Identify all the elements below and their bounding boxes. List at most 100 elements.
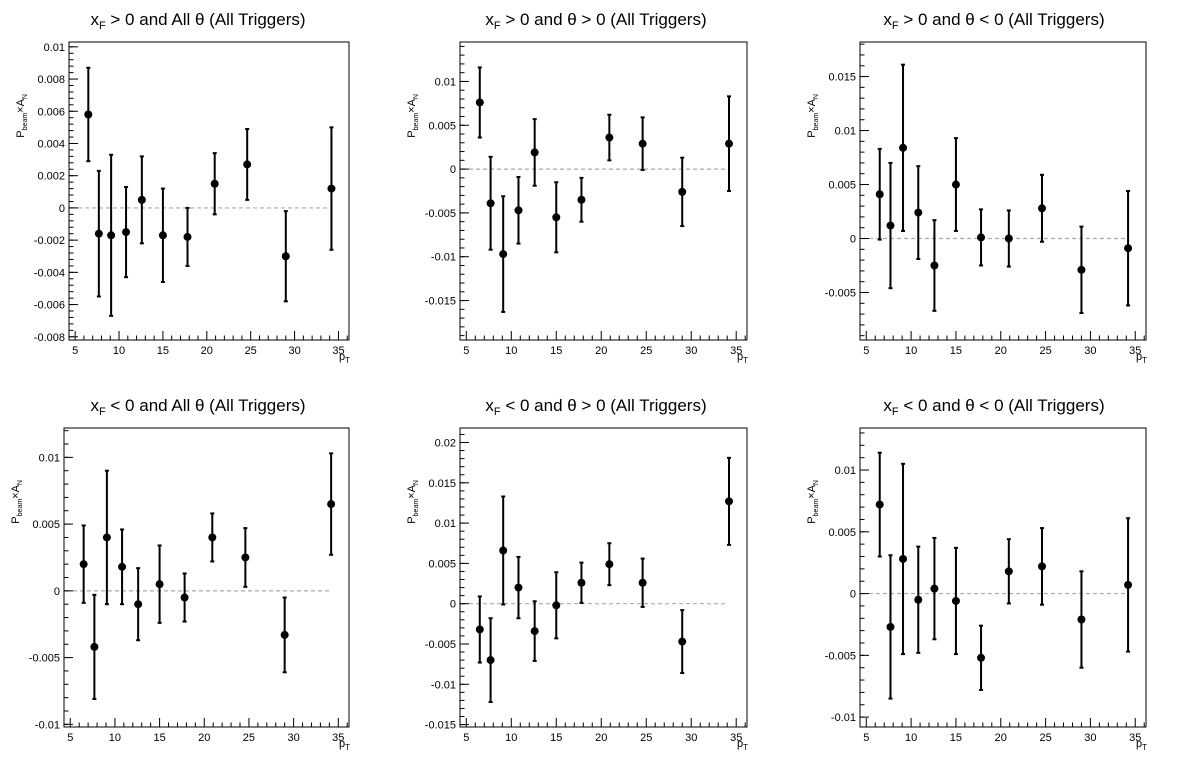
x-tick-label: 15 (153, 732, 165, 744)
data-point-10 (280, 596, 289, 674)
data-point-8 (1004, 538, 1013, 605)
data-point-3 (499, 195, 508, 313)
y-axis-label: Pbeam×AN (806, 480, 820, 524)
data-marker (605, 133, 614, 142)
data-marker (243, 160, 252, 169)
data-marker (1038, 562, 1046, 571)
y-axis-label-beam: beam (813, 499, 820, 517)
x-tick-label: 20 (201, 345, 213, 357)
data-marker (183, 232, 192, 241)
plot-frame (859, 427, 1147, 728)
data-marker (899, 554, 908, 563)
y-axis-label-p: P (806, 516, 818, 523)
data-marker (118, 562, 127, 571)
data-point-8 (208, 512, 217, 563)
y-tick-label: -0.01 (831, 712, 856, 724)
data-marker (977, 233, 986, 242)
data-marker (122, 228, 131, 237)
y-axis-label-n: N (17, 480, 24, 485)
data-point-7 (577, 176, 586, 223)
x-axis-label-base: p (737, 738, 743, 750)
data-point-9 (1038, 527, 1046, 606)
x-tick-label: 10 (113, 345, 125, 357)
data-marker (94, 229, 103, 238)
data-point-6 (552, 181, 561, 254)
chart-title: xF < 0 and θ < 0 (All Triggers) (883, 396, 1104, 418)
data-marker (930, 261, 939, 270)
y-axis-label-p: P (406, 130, 418, 137)
y-axis-label-n: N (22, 94, 29, 99)
data-marker (886, 221, 895, 230)
x-axis-label-base: p (339, 738, 345, 750)
y-tick-label: -0.01 (35, 719, 60, 731)
y-axis-label-n: N (813, 480, 820, 485)
data-point-3 (899, 63, 908, 232)
x-axis-label-base: p (1136, 738, 1142, 750)
data-point-3 (899, 462, 908, 656)
chart-title-lhs: x (485, 396, 494, 415)
x-axis-label-sub: T (345, 356, 350, 365)
x-tick-label: 5 (863, 732, 869, 744)
x-tick-label: 35 (332, 345, 344, 357)
data-point-8 (605, 113, 614, 162)
chart-title-sub: F (99, 20, 106, 32)
x-axis-label: pT (339, 351, 350, 365)
x-tick-label: 25 (245, 345, 257, 357)
x-axis-label-base: p (737, 351, 743, 363)
data-point-6 (155, 544, 164, 624)
y-tick-label: -0.005 (825, 287, 856, 299)
data-point-5 (930, 536, 939, 641)
x-tick-label: 30 (287, 732, 299, 744)
y-axis-label: Pbeam×AN (10, 480, 24, 524)
y-tick-label: -0.004 (34, 267, 65, 279)
data-point-1 (875, 147, 884, 241)
data-marker (914, 208, 923, 217)
x-axis-label-sub: T (743, 356, 748, 365)
y-tick-label: -0.01 (431, 679, 456, 691)
x-tick-label: 15 (550, 345, 562, 357)
y-tick-label: 0 (54, 586, 60, 598)
y-tick-label: 0 (59, 203, 65, 215)
plot-frame (68, 41, 350, 341)
y-tick-label: 0 (450, 599, 456, 611)
data-point-4 (514, 555, 523, 620)
data-marker (514, 583, 523, 592)
data-marker (158, 231, 167, 240)
data-point-6 (552, 571, 561, 640)
data-point-4 (514, 175, 523, 245)
x-tick-label: 20 (198, 732, 210, 744)
chart-title: xF > 0 and θ > 0 (All Triggers) (485, 10, 706, 32)
x-tick-label: 15 (157, 345, 169, 357)
data-marker (486, 199, 495, 208)
data-point-4 (914, 545, 923, 654)
data-point-9 (1038, 173, 1046, 243)
data-marker (475, 98, 484, 107)
y-tick-label: -0.015 (425, 720, 456, 732)
data-point-9 (638, 557, 647, 608)
y-tick-label: 0.015 (828, 72, 856, 84)
chart-title: xF > 0 and θ < 0 (All Triggers) (883, 10, 1104, 32)
data-marker (1004, 567, 1013, 576)
x-axis-label-base: p (339, 351, 345, 363)
x-tick-label: 25 (1039, 345, 1051, 357)
y-tick-label: -0.015 (425, 296, 456, 308)
data-point-6 (951, 137, 960, 232)
x-tick-label: 35 (1129, 732, 1141, 744)
x-tick-label: 25 (1039, 732, 1051, 744)
data-point-9 (638, 116, 647, 171)
y-tick-label: -0.01 (431, 252, 456, 264)
data-marker (725, 139, 734, 148)
y-tick-label: 0.005 (428, 120, 456, 132)
data-marker (875, 500, 884, 509)
data-point-9 (243, 127, 252, 201)
data-marker (180, 593, 189, 602)
y-tick-label: 0.002 (37, 171, 65, 183)
x-tick-label: 20 (995, 732, 1007, 744)
data-point-4 (118, 528, 127, 606)
data-marker (530, 148, 539, 157)
chart-title-rest: < 0 and All θ (All Triggers) (106, 396, 306, 415)
x-tick-label: 15 (950, 732, 962, 744)
y-tick-label: 0 (850, 589, 856, 601)
data-point-7 (977, 208, 986, 267)
chart-title-rest: > 0 and θ < 0 (All Triggers) (899, 10, 1105, 29)
